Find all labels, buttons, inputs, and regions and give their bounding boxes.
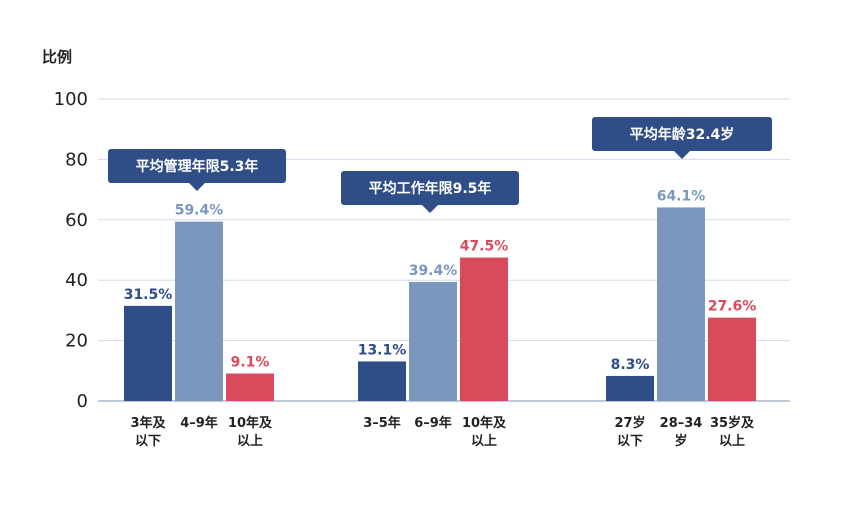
x-tick-label: 以下 [617,434,643,449]
y-tick-label: 100 [54,89,88,110]
x-tick-label: 27岁 [614,415,645,431]
data-label: 8.3% [611,357,650,373]
x-tick-label: 10年及 [462,415,507,431]
callout-box: 平均工作年限9.5年 [341,171,519,213]
x-tick-label: 6–9年 [414,415,452,431]
y-tick-label: 0 [77,391,88,412]
callout-text: 平均年龄32.4岁 [630,126,735,143]
x-tick-label: 岁 [674,433,687,449]
callout-box: 平均管理年限5.3年 [108,149,286,191]
callout-background [341,171,519,205]
data-label: 31.5% [124,287,173,303]
x-tick-label: 以上 [237,434,263,449]
y-tick-label: 80 [65,149,88,170]
bar [175,221,223,401]
y-axis-ticks: 0 20 40 60 80 100 [54,89,88,412]
x-tick-label: 28–34 [660,416,703,431]
data-label: 64.1% [657,188,706,204]
x-tick-label: 35岁及 [710,415,755,431]
bar [657,207,705,401]
callout-background [108,149,286,183]
y-tick-label: 40 [65,270,88,291]
y-tick-label: 20 [65,331,88,352]
data-label: 27.6% [708,299,757,315]
y-axis-title: 比例 [42,48,72,66]
bars: 31.5% 59.4% 9.1% 13.1% 39.4%47.5% 8.3% 64.1% 27… [124,188,757,401]
data-label: 47.5% [460,239,509,255]
bar [708,317,756,401]
bar [606,375,654,401]
callout-pointer [189,183,205,191]
x-tick-label: 4–9年 [180,415,218,431]
x-tick-label: 以上 [719,434,745,449]
x-tick-label: 3–5年 [363,415,401,431]
bar [124,305,172,401]
bar [358,361,406,401]
callout-text: 平均管理年限5.3年 [136,158,259,175]
callout-background [592,117,772,151]
callout-text: 平均工作年限9.5年 [369,180,492,197]
bar [460,257,508,401]
x-tick-label: 以上 [471,434,497,449]
data-label: 13.1% [358,342,407,358]
y-tick-label: 60 [65,210,88,231]
x-tick-label: 以下 [135,434,161,449]
x-tick-label: 3年及 [130,415,166,431]
callout-box: 平均年龄32.4岁 [592,117,772,159]
data-label: 39.4% [409,263,458,279]
x-tick-label: 10年及 [228,415,273,431]
data-label: 9.1% [231,355,270,371]
bar [409,282,457,401]
data-label: 59.4% [175,203,224,219]
bar [226,373,274,401]
callout-pointer [674,151,690,159]
callout-pointer [422,205,438,213]
